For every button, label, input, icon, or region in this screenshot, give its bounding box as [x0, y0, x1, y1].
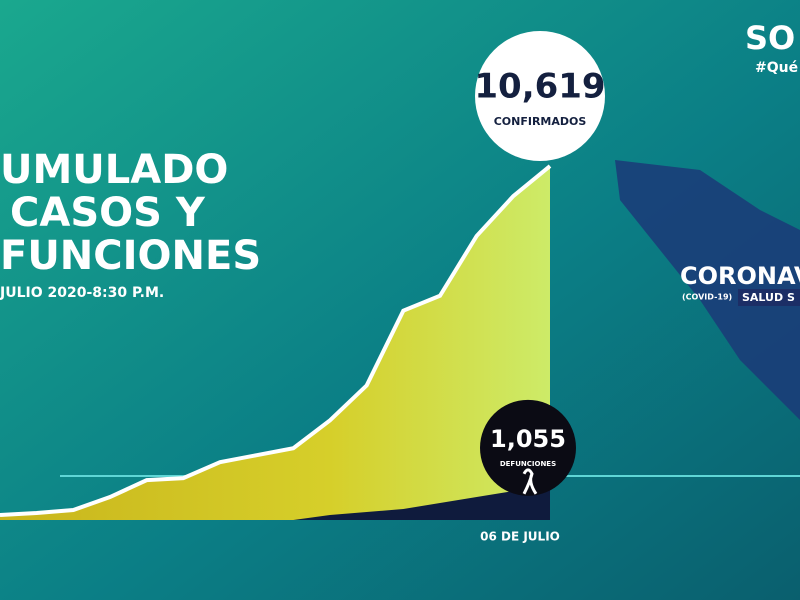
value-label: 10,619: [474, 67, 605, 107]
area: [0, 484, 550, 520]
title-line: UMULADO: [0, 147, 228, 193]
logo: SO: [745, 19, 795, 57]
label-circle: [475, 31, 605, 162]
banner-sub: SALUD S: [742, 291, 795, 304]
ribbon-icon: [522, 468, 538, 495]
area-line: [0, 164, 552, 517]
subtitle: JULIO 2020-8:30 P.M.: [0, 285, 164, 301]
label-circle: [480, 399, 576, 496]
banner-box: [738, 289, 800, 306]
series-name: DEFUNCIONES: [500, 460, 556, 468]
banner-tag: (COVID-19): [682, 293, 732, 302]
title-line: CASOS Y: [10, 190, 206, 236]
title-line: FUNCIONES: [0, 233, 261, 279]
hashtag: #Qué: [755, 60, 798, 76]
x-tick-label: 06 DE JULIO: [480, 530, 560, 544]
value-label: 1,055: [490, 425, 566, 453]
area: [0, 166, 550, 521]
banner: CORONAV: [680, 262, 800, 290]
map-shape: [615, 160, 800, 420]
series-name: CONFIRMADOS: [494, 115, 587, 128]
